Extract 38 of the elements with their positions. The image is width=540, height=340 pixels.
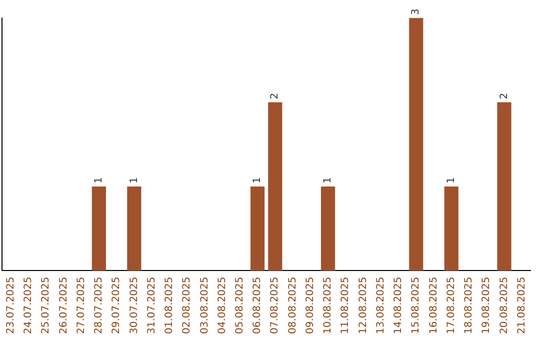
x-tick-label: 10.08.2025 (322, 276, 334, 334)
x-tick-label: 31.07.2025 (146, 276, 158, 334)
x-tick-label: 16.08.2025 (428, 276, 440, 334)
data-label: 1 (322, 177, 334, 184)
x-tick-label: 20.08.2025 (498, 276, 510, 334)
data-label: 3 (410, 8, 422, 15)
x-tick-label: 19.08.2025 (481, 276, 492, 334)
x-tick-label: 09.08.2025 (304, 276, 316, 334)
x-tick-label: 17.08.2025 (446, 276, 457, 334)
x-tick-label: 26.07.2025 (58, 276, 70, 334)
x-tick-label: 13.08.2025 (375, 276, 386, 334)
x-tick-label: 23.07.2025 (5, 276, 16, 334)
x-tick-label: 25.07.2025 (40, 276, 52, 334)
x-tick-label: 06.08.2025 (252, 276, 264, 334)
x-tick-label: 12.08.2025 (358, 276, 369, 334)
data-label: 1 (446, 177, 457, 184)
x-tick-label: 30.07.2025 (128, 276, 140, 334)
x-tick-label: 18.08.2025 (464, 276, 475, 334)
x-tick-label: 14.08.2025 (393, 276, 404, 334)
x-tick-label: 28.07.2025 (94, 276, 105, 334)
x-tick-label: 29.07.2025 (111, 276, 122, 334)
data-label: 1 (252, 177, 264, 184)
x-tick-label: 03.08.2025 (199, 276, 210, 334)
data-label: 2 (498, 92, 510, 100)
x-tick-label: 27.07.2025 (76, 276, 87, 334)
x-tick-label: 15.08.2025 (410, 276, 422, 334)
x-tick-label: 01.08.2025 (164, 276, 176, 334)
x-tick-label: 21.08.2025 (516, 276, 528, 334)
x-tick-label: 08.08.2025 (287, 276, 298, 334)
data-label: 2 (270, 92, 281, 100)
x-tick-label: 05.08.2025 (234, 276, 246, 334)
x-tick-label: 07.08.2025 (270, 276, 281, 334)
x-tick-label: 24.07.2025 (23, 276, 34, 334)
data-label: 1 (94, 177, 105, 184)
x-tick-label: 11.08.2025 (340, 276, 352, 334)
x-tick-label: 04.08.2025 (216, 276, 228, 334)
data-label: 1 (128, 177, 140, 184)
x-tick-label: 02.08.2025 (182, 276, 193, 334)
